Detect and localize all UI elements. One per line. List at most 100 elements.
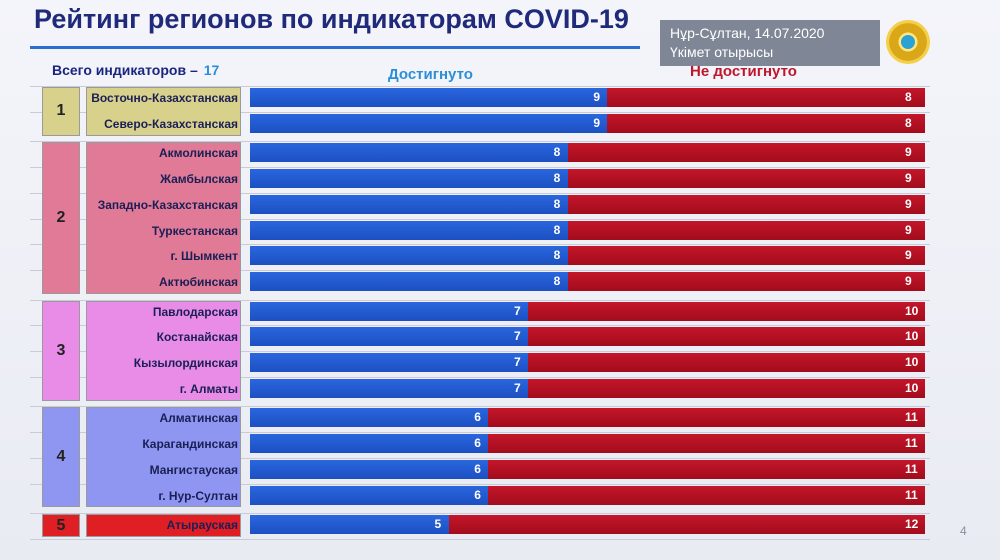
bar-not-achieved [448, 515, 925, 535]
label-not-achieved: 11 [905, 461, 918, 476]
region-label: Алматинская [159, 411, 238, 426]
row-separator [30, 457, 930, 459]
total-indicators: Всего индикаторов – 17 [52, 62, 219, 78]
label-not-achieved: 11 [905, 487, 918, 502]
label-not-achieved: 10 [905, 355, 919, 369]
region-label: Атырауская [166, 518, 238, 533]
row-separator [30, 86, 930, 87]
bar-achieved [250, 88, 608, 107]
bar-not-achieved [488, 434, 925, 454]
bar-achieved [250, 169, 568, 189]
bar-achieved [250, 434, 489, 454]
bar-not-achieved [527, 327, 925, 347]
rank-box: 2 [42, 142, 80, 294]
row-separator [30, 218, 930, 220]
label-achieved: 9 [593, 90, 601, 104]
total-indicators-value: 17 [203, 62, 220, 78]
row-separator [30, 538, 930, 540]
label-not-achieved: 11 [905, 436, 918, 451]
region-label: Западно-Казахстанская [97, 197, 238, 212]
row-separator [30, 513, 930, 515]
bar-not-achieved [567, 143, 925, 163]
label-achieved: 5 [434, 517, 442, 532]
bar-not-achieved [607, 113, 925, 133]
date-box: Нұр-Сұлтан, 14.07.2020 Үкімет отырысы [660, 20, 880, 66]
row-separator [30, 432, 930, 434]
row-separator [30, 244, 930, 246]
label-not-achieved: 8 [905, 90, 912, 104]
bar-not-achieved [527, 301, 925, 321]
bar-achieved [250, 353, 528, 372]
label-achieved: 8 [553, 196, 561, 211]
label-achieved: 7 [513, 329, 521, 344]
rank-box: 4 [42, 407, 80, 508]
bar-achieved [250, 246, 568, 266]
bar-not-achieved [567, 271, 925, 291]
bar-not-achieved [488, 408, 925, 428]
region-label: Карагандинская [142, 437, 238, 452]
label-achieved: 7 [513, 380, 521, 395]
title-underline [30, 46, 640, 49]
slide-title: Рейтинг регионов по индикаторам COVID-19 [34, 4, 629, 34]
bar-achieved [250, 378, 528, 398]
row-separator [30, 141, 930, 143]
label-not-achieved: 9 [905, 196, 912, 211]
region-group-box [86, 142, 241, 294]
label-not-achieved: 10 [905, 380, 919, 395]
legend-not-achieved: Не достигнуто [690, 63, 797, 80]
bar-achieved [250, 459, 489, 479]
row-separator [30, 406, 930, 408]
label-achieved: 8 [553, 145, 561, 160]
bar-not-achieved [488, 459, 925, 479]
bar-not-achieved [567, 246, 925, 266]
bar-not-achieved [527, 378, 925, 398]
region-group-box [86, 87, 241, 136]
bar-achieved [250, 220, 568, 240]
label-not-achieved: 9 [905, 171, 912, 186]
region-group-box [86, 514, 241, 538]
label-not-achieved: 10 [905, 303, 919, 318]
region-group-box [86, 300, 241, 401]
label-not-achieved: 9 [905, 145, 912, 160]
label-achieved: 7 [513, 303, 521, 318]
bar-achieved [250, 113, 608, 133]
label-achieved: 7 [513, 355, 521, 369]
row-separator [30, 192, 930, 194]
rank-box: 1 [42, 87, 80, 136]
bar-achieved [250, 327, 528, 347]
bar-not-achieved [567, 220, 925, 240]
region-label: Северо-Казахстанская [104, 116, 238, 131]
state-emblem-icon [886, 20, 930, 64]
label-achieved: 6 [474, 487, 481, 502]
label-achieved: 8 [553, 222, 561, 237]
region-label: Павлодарская [152, 304, 238, 319]
region-label: Актюбинская [158, 274, 238, 289]
bar-achieved [250, 194, 568, 214]
row-separator [30, 325, 930, 327]
label-achieved: 6 [474, 436, 481, 451]
region-label: Мангистауская [149, 462, 238, 477]
rank-box: 3 [42, 300, 80, 401]
label-not-achieved: 9 [905, 222, 912, 237]
legend-achieved: Достигнуто [388, 66, 473, 83]
meeting-name: Үкімет отырысы [670, 44, 774, 60]
bar-achieved [250, 301, 528, 321]
bar-not-achieved [567, 194, 925, 214]
label-not-achieved: 11 [905, 410, 918, 425]
region-group-box [86, 407, 241, 508]
region-label: Акмолинская [158, 146, 238, 161]
label-not-achieved: 10 [905, 329, 919, 344]
row-separator [30, 299, 930, 301]
bar-achieved [250, 408, 489, 428]
row-separator [30, 111, 930, 113]
bar-achieved [250, 485, 489, 505]
row-separator [30, 269, 930, 271]
label-achieved: 8 [553, 273, 561, 288]
label-achieved: 6 [474, 410, 481, 425]
region-label: Жамбылская [160, 172, 238, 187]
rank-box: 5 [42, 514, 80, 538]
label-not-achieved: 12 [905, 517, 919, 532]
row-separator [30, 376, 930, 378]
bar-achieved [250, 271, 568, 291]
bar-not-achieved [527, 353, 925, 372]
